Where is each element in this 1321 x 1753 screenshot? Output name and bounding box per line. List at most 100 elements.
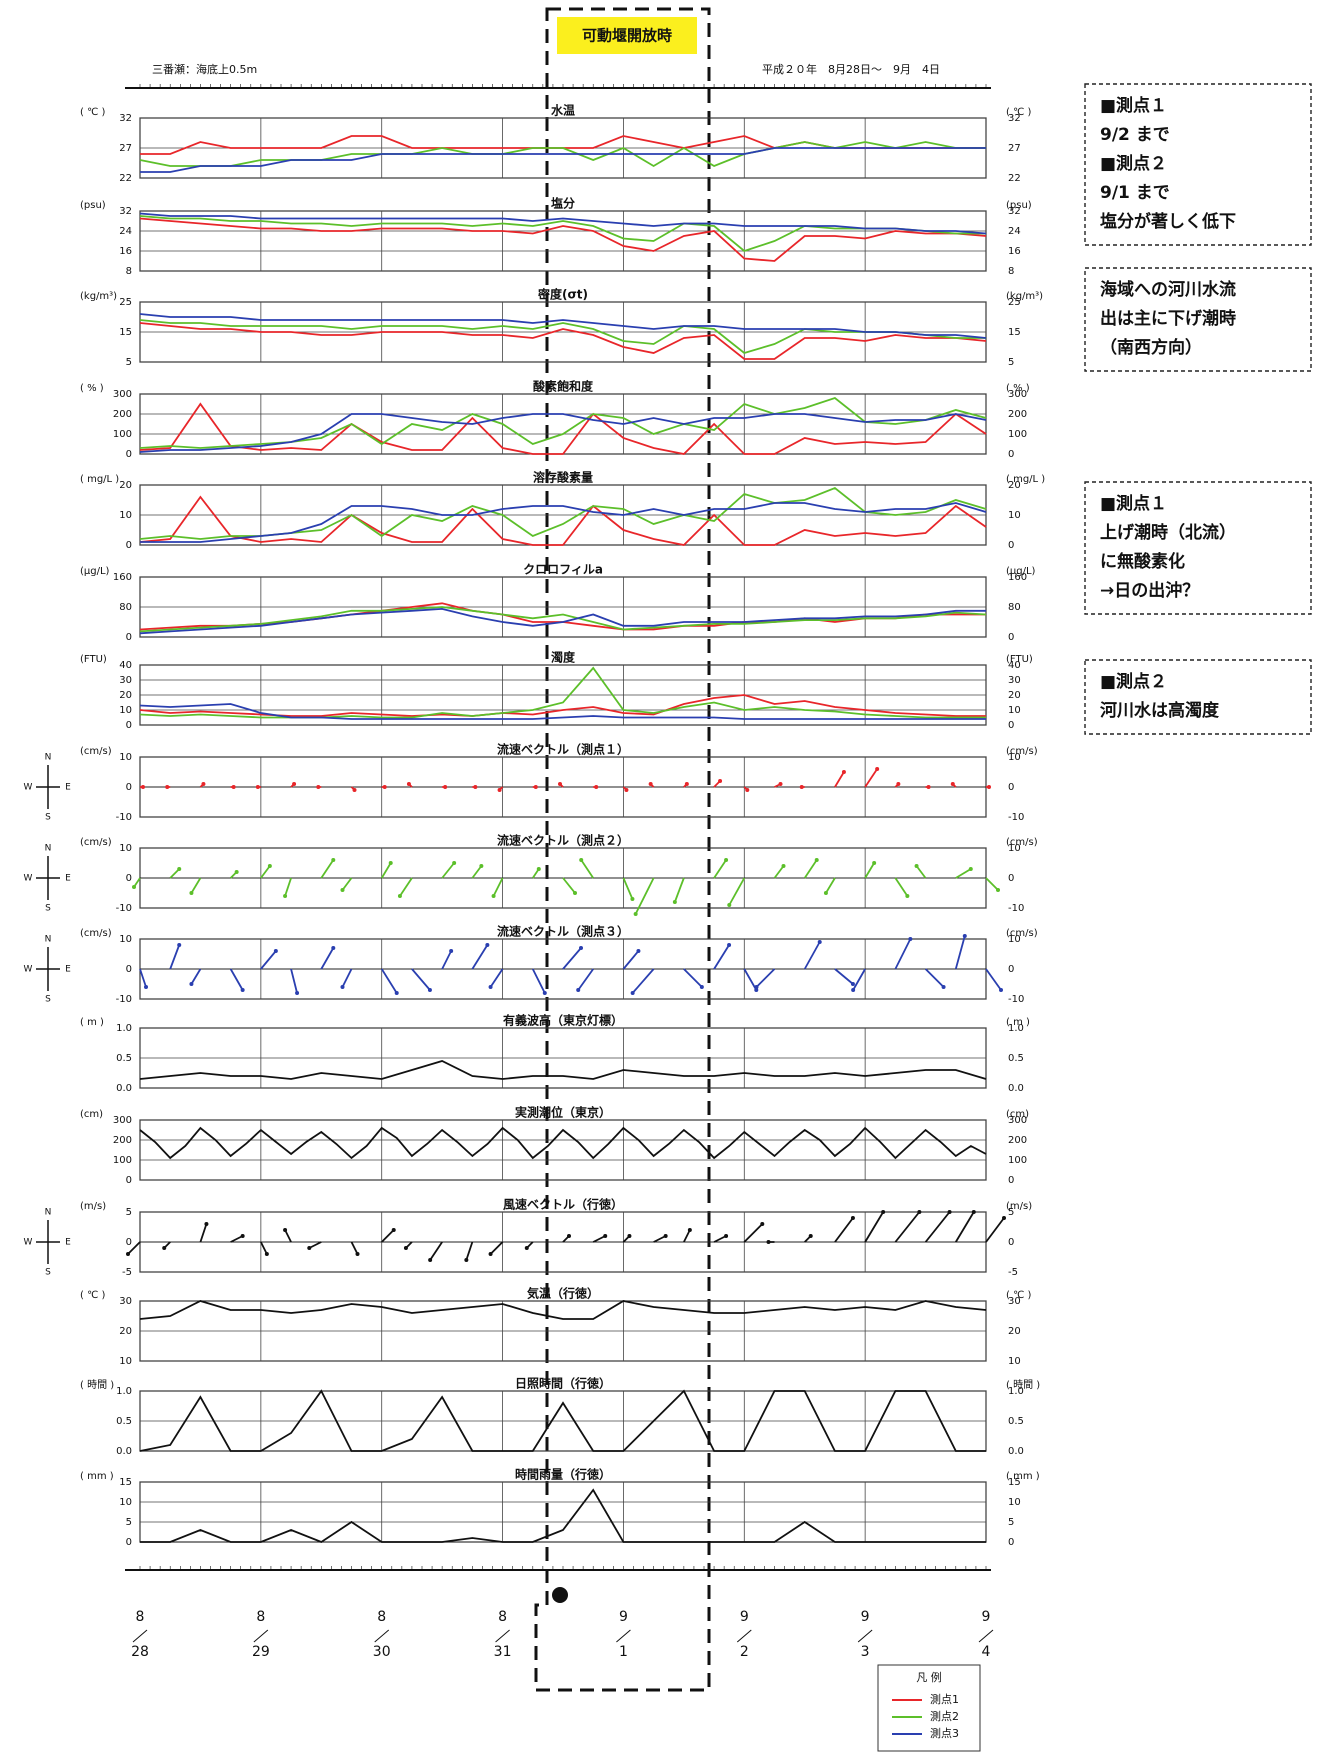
vector-arrow: [260, 865, 271, 879]
annotation-text: 海域への河川水流: [1100, 279, 1236, 300]
vector-head: [624, 788, 629, 792]
date-slash: [374, 1629, 390, 1643]
annotation-text: 塩分が著しく低下: [1100, 211, 1236, 232]
compass-e: E: [65, 1238, 71, 1248]
vector-arrow: [341, 968, 353, 988]
y2-tick-label: 0.0: [1008, 1083, 1024, 1094]
date-day: 29: [252, 1644, 270, 1660]
date-day: 2: [740, 1644, 749, 1660]
vector-arrow: [429, 1241, 443, 1261]
vector-arrow: [864, 862, 875, 879]
annotation-text: ■測点２: [1100, 671, 1167, 692]
vector-arrow: [341, 877, 353, 891]
vector-arrow: [492, 877, 504, 897]
vector-head: [841, 770, 846, 774]
vector-arrow: [683, 1229, 691, 1243]
annotation-text: 出は主に下げ潮時: [1100, 308, 1236, 329]
unit-label-right: (μg/L): [1006, 566, 1036, 577]
y-tick-label: 0: [126, 632, 132, 643]
y2-tick-label: -5: [1008, 1267, 1018, 1278]
y2-tick-label: 5: [1008, 357, 1014, 368]
vector-head: [340, 985, 345, 989]
date-month: 8: [377, 1609, 386, 1625]
vector-head: [267, 864, 272, 868]
compass-n: N: [45, 1208, 52, 1218]
vector-head: [536, 867, 541, 871]
panel-title: 酸素飽和度: [533, 379, 594, 394]
vector-head: [917, 1210, 922, 1214]
vector-head: [479, 864, 484, 868]
unit-label: ( ℃ ): [80, 1290, 105, 1301]
vector-head: [630, 991, 635, 995]
y-tick-label: 100: [113, 1155, 132, 1166]
vector-arrow: [803, 859, 818, 879]
vector-head: [488, 1252, 493, 1256]
compass-s: S: [45, 813, 51, 823]
y-tick-label: 10: [119, 934, 132, 945]
vector-arrow: [985, 1217, 1005, 1243]
vector-head: [542, 991, 547, 995]
period-label: 平成２０年 8月28日～ 9月 4日: [762, 62, 940, 76]
y-tick-label: 32: [119, 206, 132, 217]
vector-head: [558, 782, 562, 786]
vector-head: [727, 943, 732, 947]
annotation-text: →日の出沖？: [1100, 580, 1199, 601]
y-tick-label: 0: [126, 873, 132, 884]
y-tick-label: 24: [119, 226, 132, 237]
vector-head: [941, 985, 946, 989]
vector-head: [672, 900, 677, 904]
vector-arrow: [864, 768, 878, 788]
y-tick-label: 160: [113, 572, 132, 583]
vector-head: [579, 858, 584, 862]
panel-frame: [139, 210, 987, 272]
vector-head: [443, 785, 448, 789]
vector-head: [189, 891, 194, 895]
vector-arrow: [260, 950, 277, 970]
vector-arrow: [580, 859, 594, 879]
vector-arrow: [713, 859, 727, 879]
series-line: [139, 607, 986, 635]
vector-head: [428, 1258, 433, 1262]
annotation-text: 9/2 まで: [1100, 125, 1170, 145]
vector-arrow: [631, 968, 655, 994]
series-line: [139, 313, 987, 339]
vector-head: [340, 888, 345, 892]
vector-arrow: [653, 1235, 667, 1243]
vector-head: [663, 1234, 668, 1238]
date-day: 31: [494, 1644, 512, 1660]
y-tick-label: -10: [116, 903, 132, 914]
y2-tick-label: -10: [1008, 903, 1024, 914]
compass-e: E: [65, 965, 71, 975]
y2-tick-label: -10: [1008, 812, 1024, 823]
y2-tick-label: 0: [1008, 1537, 1014, 1548]
y2-tick-label: 10: [1008, 510, 1021, 521]
vector-head: [524, 1246, 529, 1250]
y2-tick-label: 0: [1008, 540, 1014, 551]
vector-arrow: [955, 868, 972, 879]
vector-arrow: [743, 1223, 763, 1243]
vector-arrow: [380, 968, 398, 994]
y-tick-label: 8: [126, 266, 132, 277]
vector-arrow: [441, 950, 452, 970]
y-tick-label: 10: [119, 1497, 132, 1508]
y-tick-label: 22: [119, 173, 132, 184]
vector-head: [817, 940, 822, 944]
y2-tick-label: 20: [1008, 690, 1021, 701]
vector-head: [781, 864, 786, 868]
y2-tick-label: -10: [1008, 994, 1024, 1005]
y2-tick-label: 30: [1008, 675, 1021, 686]
vector-arrow: [622, 950, 640, 970]
date-month: 8: [498, 1609, 507, 1625]
vector-head: [316, 785, 321, 789]
y-tick-label: 32: [119, 113, 132, 124]
panel-title: 水温: [551, 103, 575, 118]
vector-head: [576, 988, 581, 992]
vector-head: [234, 870, 239, 874]
y2-tick-label: 0: [1008, 782, 1014, 793]
vector-head: [427, 988, 432, 992]
vector-arrow: [713, 1235, 727, 1243]
vector-head: [382, 785, 387, 789]
y-tick-label: 30: [119, 1296, 132, 1307]
vector-head: [579, 946, 583, 950]
series-line: [139, 322, 987, 360]
